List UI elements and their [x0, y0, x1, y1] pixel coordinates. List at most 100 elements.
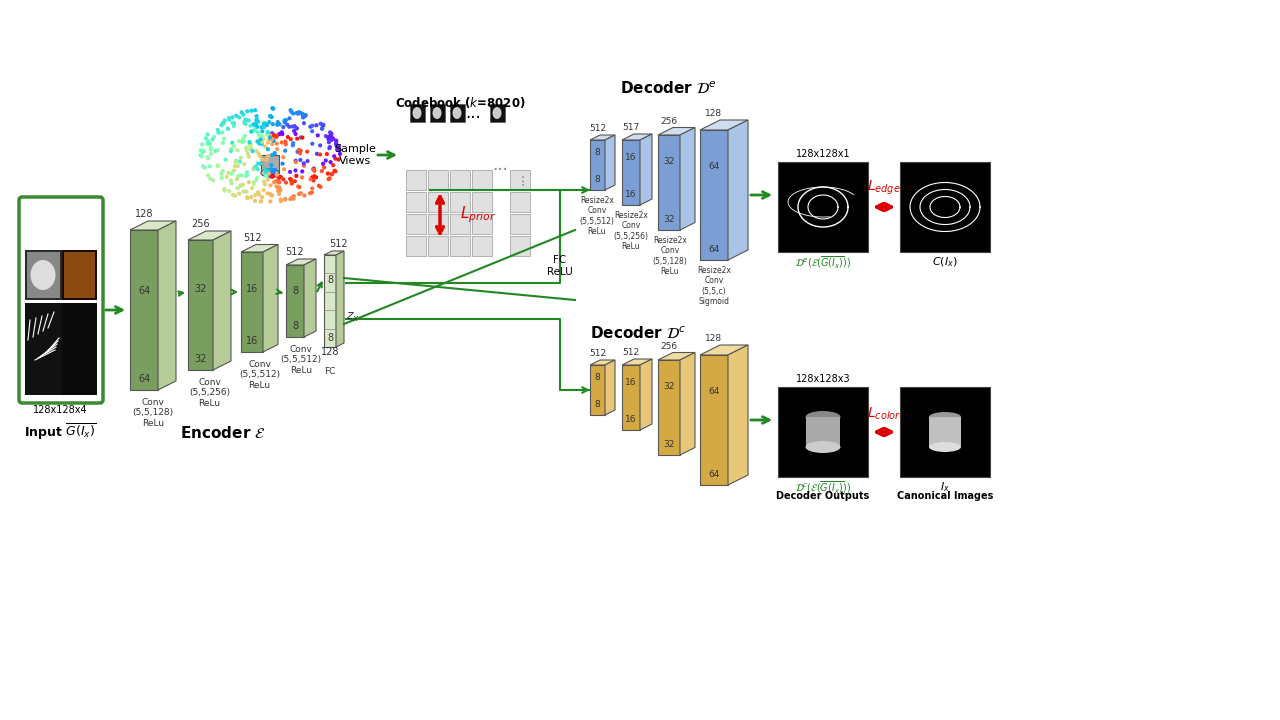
Point: [275, 194, 296, 205]
Point: [198, 136, 219, 148]
Point: [224, 140, 244, 152]
Point: [275, 177, 296, 189]
Point: [255, 120, 275, 131]
Point: [197, 129, 218, 140]
Text: 64: 64: [708, 387, 719, 396]
Polygon shape: [262, 245, 278, 352]
Text: 512: 512: [285, 247, 305, 257]
Point: [246, 163, 266, 174]
Point: [247, 127, 268, 138]
Ellipse shape: [493, 107, 502, 119]
Polygon shape: [131, 230, 157, 390]
Point: [312, 119, 333, 130]
Point: [238, 114, 259, 126]
Point: [275, 136, 296, 148]
Point: [319, 137, 339, 148]
Point: [316, 130, 337, 142]
Point: [268, 171, 288, 182]
Point: [269, 188, 289, 199]
Point: [248, 186, 269, 198]
Point: [310, 181, 330, 192]
Text: 64: 64: [708, 245, 719, 254]
Point: [234, 135, 255, 147]
Point: [307, 130, 328, 141]
Point: [197, 153, 218, 164]
Point: [228, 182, 248, 194]
Bar: [410, 104, 425, 122]
Point: [197, 138, 218, 150]
Bar: [428, 192, 448, 212]
Point: [238, 176, 259, 188]
Point: [321, 134, 342, 145]
Point: [302, 125, 323, 137]
Point: [326, 135, 347, 146]
Point: [323, 159, 343, 171]
Bar: [64, 252, 95, 298]
Point: [232, 107, 252, 118]
Polygon shape: [680, 127, 695, 230]
Point: [246, 119, 266, 130]
Text: 16: 16: [246, 284, 259, 294]
Text: $I_x$: $I_x$: [940, 480, 950, 494]
Point: [233, 186, 253, 197]
Point: [225, 190, 246, 202]
Point: [237, 192, 257, 204]
Text: 128x128x4: 128x128x4: [33, 405, 87, 415]
Point: [200, 161, 220, 172]
Text: 16: 16: [625, 377, 636, 387]
Point: [260, 132, 280, 143]
Point: [268, 174, 288, 186]
Point: [266, 132, 287, 143]
Point: [285, 165, 306, 176]
Point: [260, 132, 280, 143]
Text: $L_{color}$: $L_{color}$: [867, 405, 901, 422]
Polygon shape: [605, 135, 614, 190]
Polygon shape: [590, 135, 614, 140]
Point: [242, 145, 262, 157]
Point: [243, 163, 264, 175]
Text: 256: 256: [660, 341, 677, 351]
Point: [205, 145, 225, 157]
Point: [326, 138, 347, 149]
Polygon shape: [590, 360, 614, 365]
Text: 8: 8: [292, 286, 298, 296]
Polygon shape: [324, 255, 335, 347]
Ellipse shape: [261, 161, 279, 169]
Point: [257, 170, 278, 181]
Bar: [428, 236, 448, 256]
Text: 128: 128: [705, 109, 723, 118]
Ellipse shape: [261, 169, 279, 177]
Point: [271, 127, 292, 138]
Bar: [451, 214, 470, 234]
Point: [237, 106, 257, 117]
Point: [243, 178, 264, 189]
Point: [236, 186, 256, 197]
Point: [280, 133, 301, 145]
Point: [257, 174, 278, 186]
Point: [262, 127, 283, 139]
Point: [259, 168, 279, 180]
Point: [282, 192, 302, 204]
Point: [303, 163, 324, 175]
Point: [284, 176, 305, 187]
Point: [257, 166, 278, 178]
Point: [292, 166, 312, 177]
Point: [243, 125, 264, 137]
Point: [269, 128, 289, 140]
Point: [296, 109, 316, 121]
Point: [271, 137, 292, 148]
Ellipse shape: [453, 107, 462, 119]
Point: [268, 143, 288, 155]
Text: FC: FC: [324, 367, 335, 376]
Point: [251, 134, 271, 145]
Point: [293, 160, 314, 171]
Point: [310, 140, 330, 151]
Text: 512: 512: [243, 233, 261, 243]
Point: [283, 140, 303, 151]
Point: [262, 169, 283, 181]
Point: [251, 122, 271, 133]
Polygon shape: [622, 134, 652, 140]
Point: [262, 118, 283, 130]
Point: [255, 118, 275, 130]
Text: 16: 16: [625, 153, 636, 161]
